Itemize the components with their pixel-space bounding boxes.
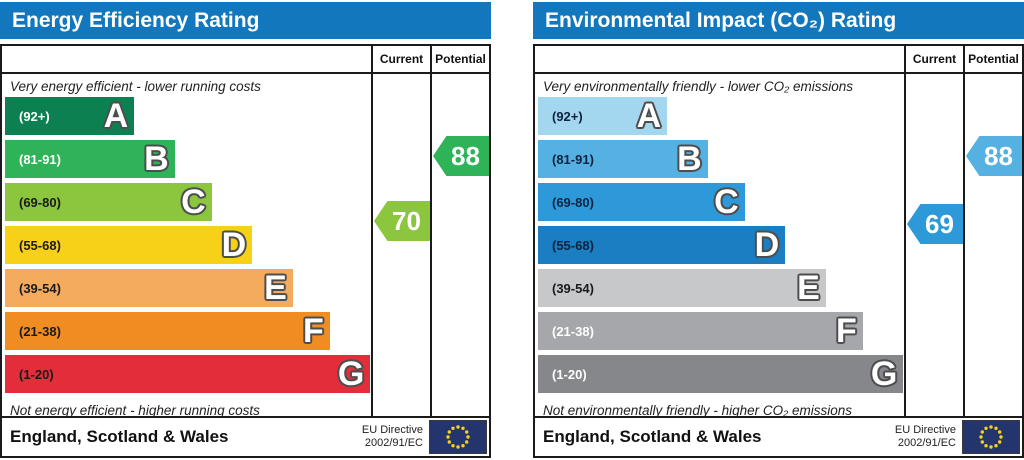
band-row-b: (81-91) B bbox=[5, 140, 175, 178]
band-chart: Very energy efficient - lower running co… bbox=[2, 74, 371, 416]
band-letter: B bbox=[144, 140, 169, 178]
potential-rating-value: 88 bbox=[451, 140, 480, 171]
panel-title: Environmental Impact (CO₂) Rating bbox=[533, 2, 1024, 39]
eu-directive-label: EU Directive 2002/91/EC bbox=[362, 424, 423, 450]
potential-rating-value: 88 bbox=[984, 140, 1013, 171]
table-footer: England, Scotland & Wales EU Directive 2… bbox=[2, 416, 489, 456]
eu-directive-line2: 2002/91/EC bbox=[897, 437, 956, 449]
band-range: (81-91) bbox=[19, 151, 61, 167]
energy-efficiency-panel: Energy Efficiency Rating Current Potenti… bbox=[0, 2, 491, 458]
band-range: (92+) bbox=[19, 108, 50, 124]
table-header-row: Current Potential bbox=[2, 46, 489, 74]
band-letter: F bbox=[302, 312, 324, 350]
band-row-f: (21-38) F bbox=[5, 312, 330, 350]
current-rating-pointer: 70 bbox=[374, 201, 430, 241]
band-row-d: (55-68) D bbox=[538, 226, 786, 264]
band-letter: D bbox=[754, 226, 780, 264]
region-label: England, Scotland & Wales bbox=[543, 427, 762, 446]
band-row-g: (1-20) G bbox=[538, 355, 904, 393]
current-column: 69 bbox=[904, 74, 963, 416]
eu-flag-icon bbox=[962, 420, 1020, 454]
band-range: (55-68) bbox=[552, 237, 594, 253]
eu-directive-line2: 2002/91/EC bbox=[364, 437, 423, 449]
bottom-caption: Not energy efficient - higher running co… bbox=[10, 403, 260, 416]
current-rating-value: 69 bbox=[925, 208, 954, 239]
environmental-impact-panel: Environmental Impact (CO₂) Rating Curren… bbox=[533, 2, 1024, 458]
table-footer: England, Scotland & Wales EU Directive 2… bbox=[535, 416, 1022, 456]
table-header-row: Current Potential bbox=[535, 46, 1022, 74]
eu-directive-line1: EU Directive bbox=[361, 423, 423, 436]
current-column: 70 bbox=[371, 74, 430, 416]
band-letter: C bbox=[714, 183, 739, 221]
table-body: Very environmentally friendly - lower CO… bbox=[535, 74, 1022, 416]
header-spacer bbox=[2, 46, 371, 72]
band-letter: G bbox=[870, 355, 898, 393]
band-row-b: (81-91) B bbox=[538, 140, 708, 178]
rating-table: Current Potential Very energy efficient … bbox=[0, 44, 491, 458]
band-range: (39-54) bbox=[19, 280, 61, 296]
rating-table: Current Potential Very environmentally f… bbox=[533, 44, 1024, 458]
potential-column: 88 bbox=[430, 74, 489, 416]
header-spacer bbox=[535, 46, 904, 72]
potential-rating-pointer: 88 bbox=[433, 136, 489, 176]
band-range: (21-38) bbox=[552, 323, 594, 339]
band-chart: Very environmentally friendly - lower CO… bbox=[535, 74, 904, 416]
band-range: (69-80) bbox=[552, 194, 594, 210]
band-letter: E bbox=[264, 269, 287, 307]
band-letter: E bbox=[797, 269, 820, 307]
potential-column-header: Potential bbox=[430, 46, 489, 72]
top-caption: Very energy efficient - lower running co… bbox=[10, 79, 261, 94]
band-range: (92+) bbox=[552, 108, 583, 124]
band-row-f: (21-38) F bbox=[538, 312, 863, 350]
band-row-g: (1-20) G bbox=[5, 355, 371, 393]
band-letter: B bbox=[677, 140, 702, 178]
band-row-e: (39-54) E bbox=[538, 269, 826, 307]
potential-rating-pointer: 88 bbox=[966, 136, 1022, 176]
band-range: (81-91) bbox=[552, 151, 594, 167]
band-range: (55-68) bbox=[19, 237, 61, 253]
band-row-e: (39-54) E bbox=[5, 269, 293, 307]
band-range: (69-80) bbox=[19, 194, 61, 210]
panel-title: Energy Efficiency Rating bbox=[0, 2, 491, 39]
potential-column-header: Potential bbox=[963, 46, 1022, 72]
band-row-c: (69-80) C bbox=[5, 183, 212, 221]
band-row-c: (69-80) C bbox=[538, 183, 745, 221]
band-row-a: (92+) A bbox=[5, 97, 135, 135]
band-range: (1-20) bbox=[552, 366, 587, 382]
eu-directive-label: EU Directive 2002/91/EC bbox=[895, 424, 956, 450]
band-row-d: (55-68) D bbox=[5, 226, 253, 264]
band-letter: F bbox=[835, 312, 857, 350]
band-letter: A bbox=[103, 97, 129, 135]
band-range: (21-38) bbox=[19, 323, 61, 339]
table-body: Very energy efficient - lower running co… bbox=[2, 74, 489, 416]
band-letter: A bbox=[636, 97, 662, 135]
band-letter: C bbox=[181, 183, 206, 221]
eu-directive-line1: EU Directive bbox=[894, 423, 956, 436]
current-column-header: Current bbox=[904, 46, 963, 72]
current-rating-pointer: 69 bbox=[907, 204, 963, 244]
top-caption: Very environmentally friendly - lower CO… bbox=[543, 79, 853, 94]
band-letter: D bbox=[221, 226, 247, 264]
potential-column: 88 bbox=[963, 74, 1022, 416]
region-label: England, Scotland & Wales bbox=[10, 427, 229, 446]
band-row-a: (92+) A bbox=[538, 97, 668, 135]
current-column-header: Current bbox=[371, 46, 430, 72]
bottom-caption: Not environmentally friendly - higher CO… bbox=[543, 403, 853, 416]
band-letter: G bbox=[337, 355, 365, 393]
eu-flag-icon bbox=[429, 420, 487, 454]
band-range: (1-20) bbox=[19, 366, 54, 382]
current-rating-value: 70 bbox=[392, 205, 421, 236]
band-range: (39-54) bbox=[552, 280, 594, 296]
